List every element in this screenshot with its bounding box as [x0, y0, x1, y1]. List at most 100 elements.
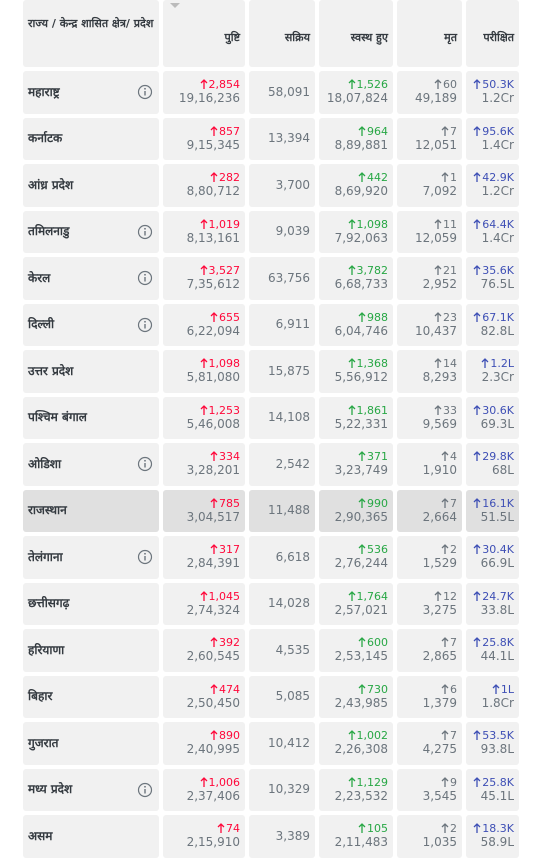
state-name: कर्नाटक [28, 131, 63, 146]
deceased-cell: 6 1,379 [397, 675, 462, 718]
info-icon[interactable] [137, 317, 153, 333]
recovered-cell: 3,782 6,68,733 [319, 257, 393, 300]
recovered-cell: 371 3,23,749 [319, 443, 393, 486]
recovered-delta: 1,098 [356, 217, 389, 231]
tested-delta: 64.4K [482, 217, 514, 231]
state-cell: राजस्थान [23, 489, 159, 532]
deceased-delta: 4 [450, 450, 457, 464]
deceased-cell: 7 2,865 [397, 629, 462, 672]
state-cell: असम [23, 815, 159, 858]
tested-delta: 42.9K [482, 171, 514, 185]
recovered-cell: 442 8,69,920 [319, 164, 393, 207]
up-arrow [473, 125, 481, 136]
deceased-cell: 4 1,910 [397, 443, 462, 486]
state-name: केरल [28, 270, 51, 285]
confirmed-value: 2,15,910 [186, 835, 240, 850]
delta: 25.8K [473, 776, 514, 789]
recovered-value: 2,43,985 [334, 695, 388, 710]
delta: 2 [441, 822, 457, 835]
delta: 67.1K [473, 311, 514, 324]
active-value: 3,700 [275, 177, 310, 192]
deceased-cell: 9 3,545 [397, 768, 462, 811]
deceased-value: 1,035 [422, 835, 457, 850]
delta: 442 [358, 171, 388, 184]
recovered-cell: 600 2,53,145 [319, 629, 393, 672]
tested-delta: 53.5K [482, 729, 514, 743]
up-arrow [434, 79, 442, 90]
header-label: परीक्षित [483, 31, 514, 44]
info-icon[interactable] [137, 224, 153, 240]
deceased-value: 12,051 [415, 137, 457, 152]
deceased-delta: 60 [443, 78, 457, 92]
up-arrow [217, 823, 225, 834]
header-cell[interactable]: पुष्टि [163, 0, 245, 67]
delta: 1,098 [200, 357, 240, 370]
confirmed-cell: 857 9,15,345 [163, 117, 245, 160]
up-arrow [473, 218, 481, 229]
up-arrow [358, 172, 366, 183]
delta: 6 [441, 683, 457, 696]
header-label: मृत [444, 31, 457, 44]
active-cell: 3,700 [249, 164, 315, 207]
delta: 30.4K [473, 543, 514, 556]
header-cell[interactable]: परीक्षित [466, 0, 519, 67]
up-arrow [434, 358, 442, 369]
header-cell[interactable]: राज्य / केन्द्र शासित क्षेत्र/ प्रदेश [23, 0, 159, 67]
recovered-delta: 600 [367, 636, 388, 650]
info-icon[interactable] [137, 456, 153, 472]
tested-cell: 42.9K 1.2Cr [466, 164, 519, 207]
info-icon[interactable] [137, 782, 153, 798]
info-icon[interactable] [137, 84, 153, 100]
tested-delta: 35.6K [482, 264, 514, 278]
confirmed-cell: 392 2,60,545 [163, 629, 245, 672]
active-cell: 10,412 [249, 722, 315, 765]
up-arrow [481, 358, 489, 369]
tested-value: 33.8L [480, 602, 514, 617]
up-arrow [210, 172, 218, 183]
recovered-cell: 988 6,04,746 [319, 303, 393, 346]
deceased-value: 9,569 [422, 416, 457, 431]
tested-value: 1.4Cr [481, 230, 514, 245]
confirmed-cell: 74 2,15,910 [163, 815, 245, 858]
up-arrow [358, 544, 366, 555]
confirmed-value: 19,16,236 [178, 91, 240, 106]
delta: 2 [441, 543, 457, 556]
info-icon[interactable] [137, 549, 153, 565]
info-icon[interactable] [137, 270, 153, 286]
confirmed-delta: 785 [219, 496, 240, 510]
delta: 7 [441, 729, 457, 742]
state-name: छत्तीसगढ़ [28, 596, 70, 611]
deceased-delta: 7 [450, 124, 457, 138]
delta: 23 [434, 311, 457, 324]
delta: 60 [434, 78, 457, 91]
confirmed-value: 8,13,161 [186, 230, 240, 245]
up-arrow [434, 311, 442, 322]
header-cell[interactable]: स्वस्थ हुए [319, 0, 393, 67]
header-cell[interactable]: सक्रिय [249, 0, 315, 67]
confirmed-delta: 2,854 [208, 78, 241, 92]
deceased-value: 10,437 [415, 323, 457, 338]
delta: 2,854 [200, 78, 241, 92]
recovered-value: 2,57,021 [334, 602, 388, 617]
up-arrow [358, 311, 366, 322]
delta: 857 [210, 125, 240, 138]
recovered-delta: 730 [367, 682, 388, 696]
up-arrow [492, 683, 500, 694]
deceased-value: 4,275 [422, 742, 457, 757]
tested-value: 66.9L [480, 556, 514, 571]
confirmed-value: 2,74,324 [186, 602, 240, 617]
delta: 730 [358, 683, 388, 696]
confirmed-delta: 334 [219, 450, 240, 464]
recovered-delta: 536 [367, 543, 388, 557]
deceased-cell: 21 2,952 [397, 257, 462, 300]
recovered-delta: 1,861 [356, 403, 389, 417]
header-cell[interactable]: मृत [397, 0, 462, 67]
state-cell: ओडिशा [23, 443, 159, 486]
state-name: महाराष्ट्र [28, 84, 60, 99]
delta: 3,782 [348, 264, 388, 277]
deceased-delta: 9 [450, 775, 457, 789]
confirmed-value: 5,81,080 [186, 370, 240, 385]
state-cell: पश्चिम बंगाल [23, 396, 159, 439]
recovered-value: 5,56,912 [334, 370, 388, 385]
deceased-delta: 6 [450, 682, 457, 696]
